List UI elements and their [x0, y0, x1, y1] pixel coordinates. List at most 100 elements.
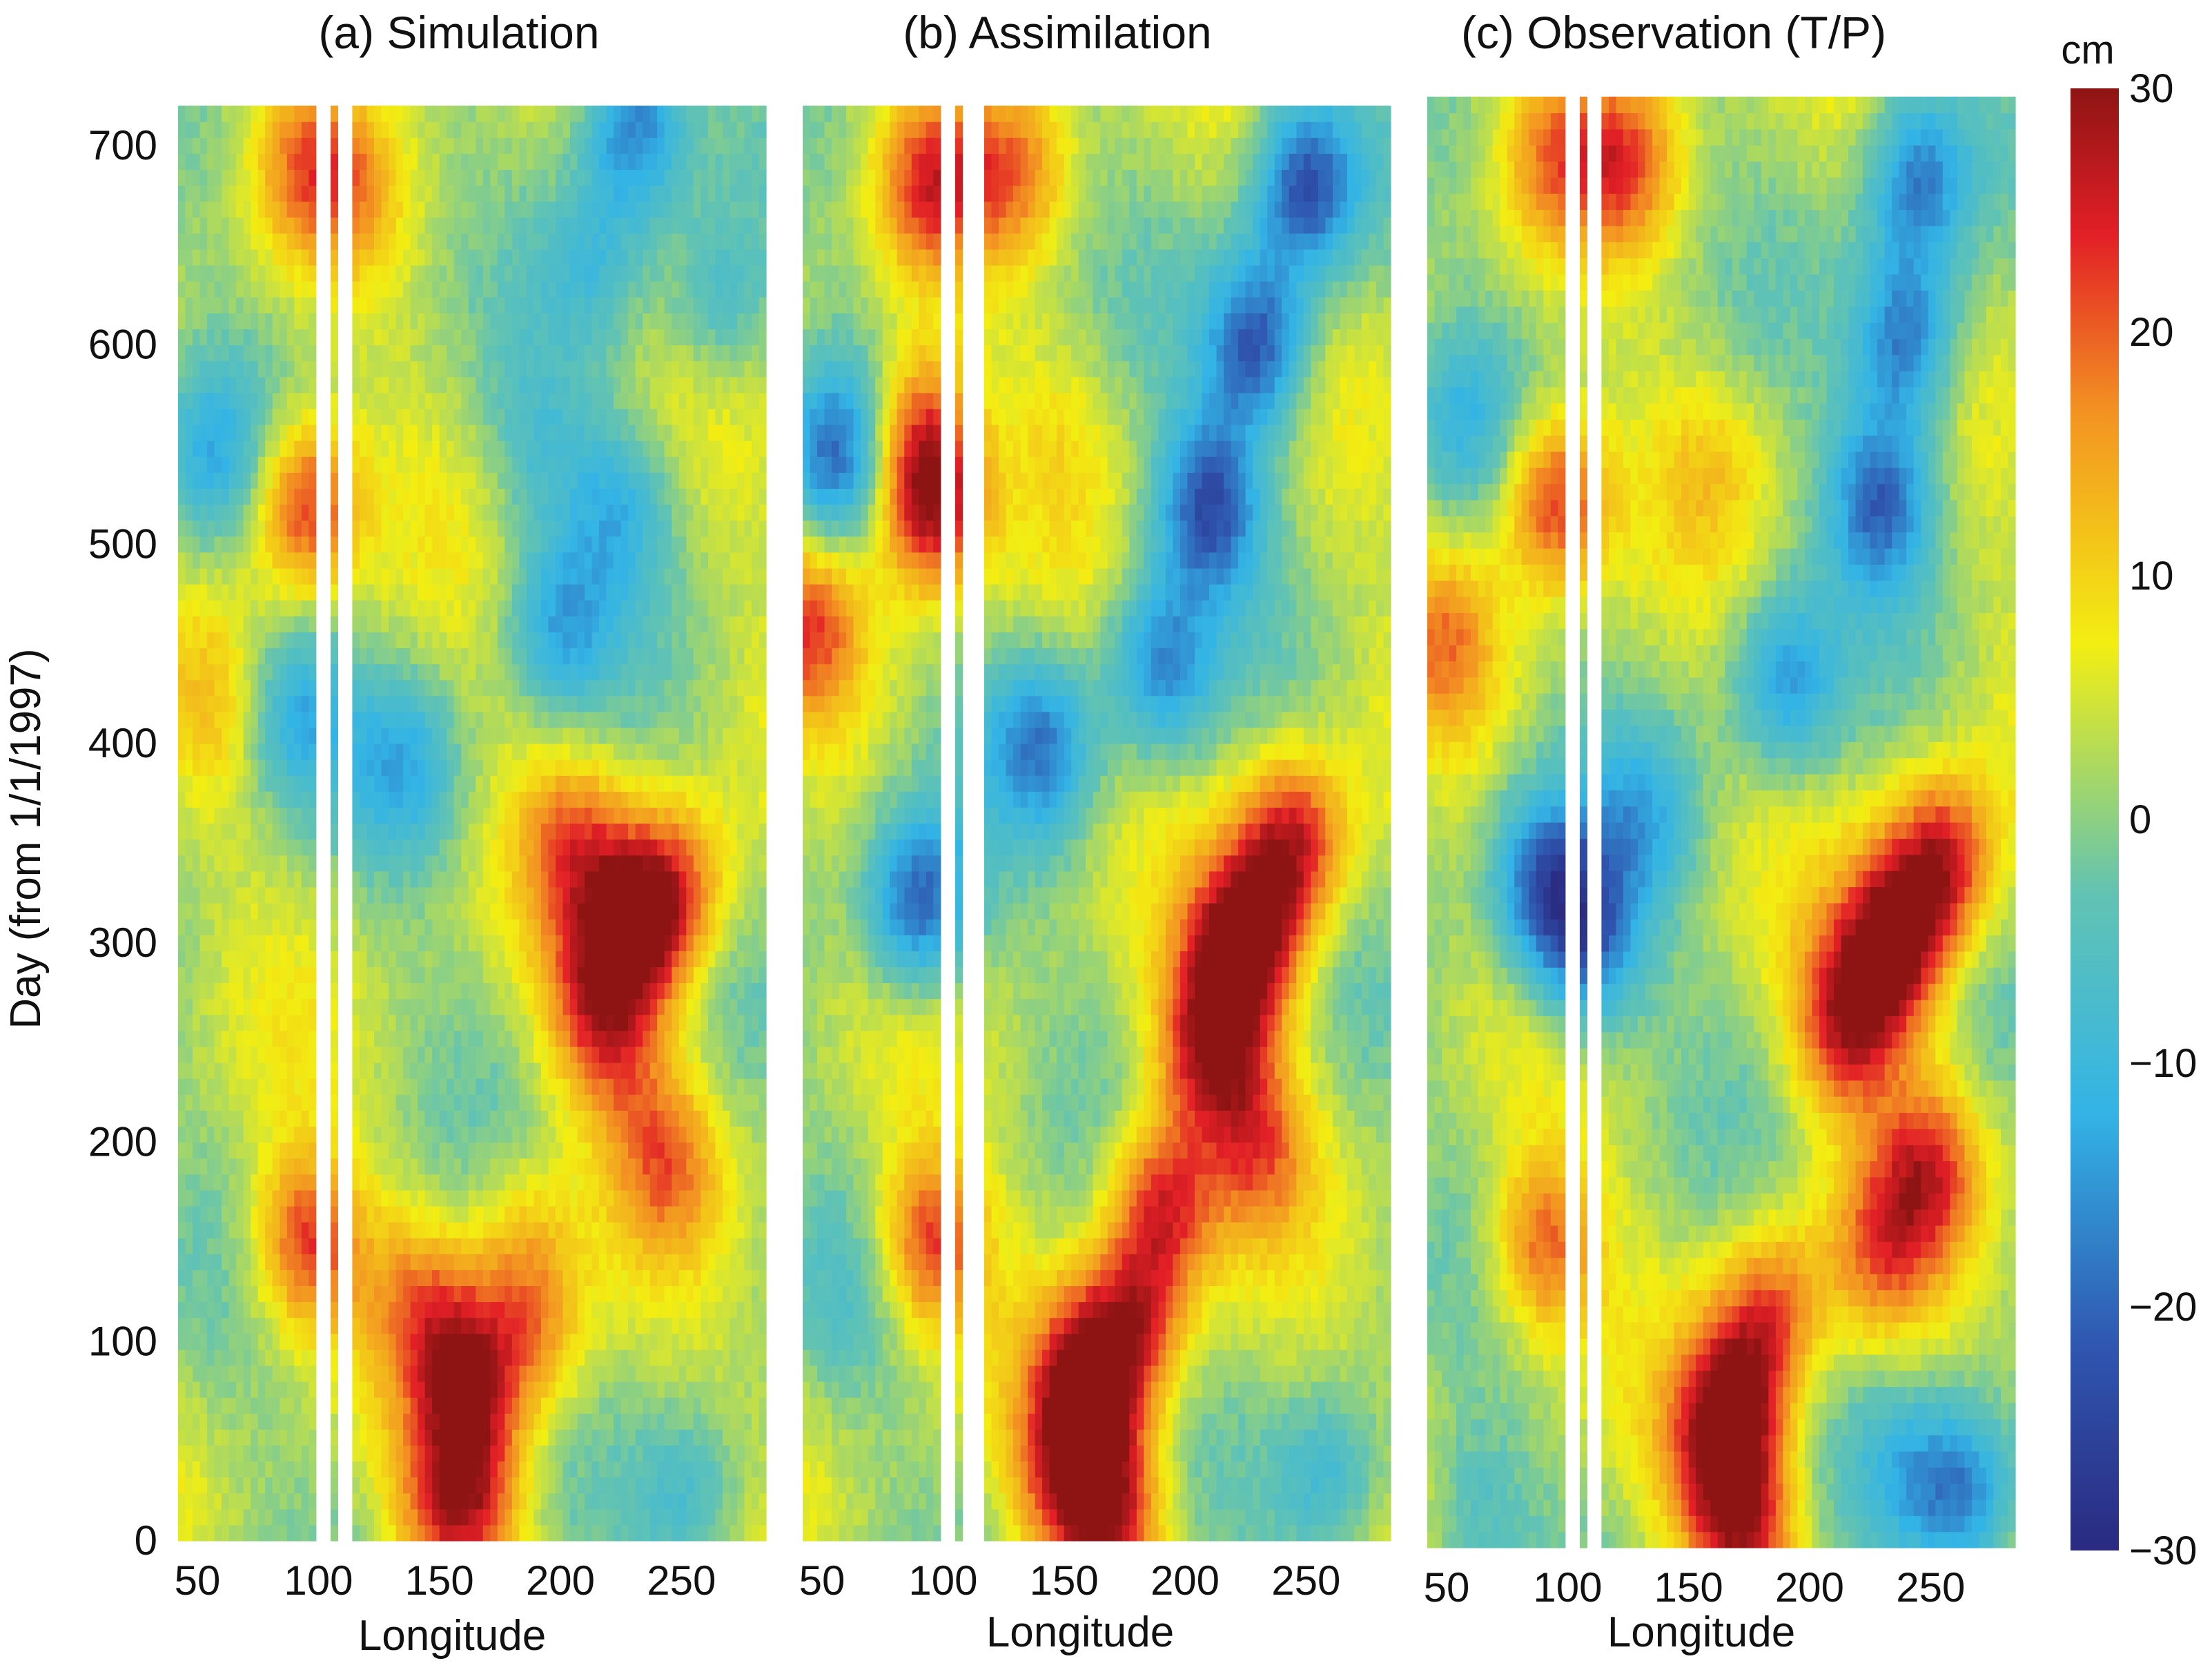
heatmap-cell [222, 680, 229, 697]
heatmap-cell [599, 903, 607, 920]
heatmap-cell [411, 137, 418, 154]
heatmap-cell [258, 440, 266, 457]
heatmap-cell [331, 791, 338, 808]
heatmap-cell [244, 137, 251, 154]
heatmap-cell [251, 137, 258, 154]
heatmap-cell [382, 1461, 389, 1478]
heatmap-cell [258, 887, 266, 904]
heatmap-cell [186, 680, 193, 697]
heatmap-cell [607, 919, 614, 935]
heatmap-cell [309, 121, 316, 138]
heatmap-cell [607, 887, 614, 904]
heatmap-cell [186, 824, 193, 840]
heatmap-cell [294, 1509, 302, 1526]
heatmap-cell [592, 871, 600, 888]
heatmap-cell [215, 1413, 222, 1430]
heatmap-cell [534, 584, 541, 601]
heatmap-cell [599, 951, 607, 967]
heatmap-cell [527, 887, 534, 904]
heatmap-cell [512, 121, 520, 138]
heatmap-cell [454, 1094, 462, 1111]
heatmap-cell [505, 839, 512, 856]
heatmap-cell [309, 1047, 316, 1063]
heatmap-cell [490, 169, 498, 186]
heatmap-cell [563, 791, 571, 808]
heatmap-cell [418, 297, 425, 313]
heatmap-cell [273, 137, 280, 154]
heatmap-cell [418, 409, 425, 425]
heatmap-cell [425, 186, 433, 202]
heatmap-cell [193, 1334, 200, 1350]
heatmap-cell [396, 1254, 404, 1270]
heatmap-cell [570, 1094, 578, 1111]
heatmap-cell [418, 1397, 425, 1414]
heatmap-cell [403, 1031, 411, 1047]
heatmap-cell [447, 137, 454, 154]
heatmap-cell [527, 233, 534, 250]
heatmap-cell [563, 281, 571, 298]
heatmap-cell [244, 1350, 251, 1366]
heatmap-cell [389, 919, 396, 935]
heatmap-cell [382, 1062, 389, 1079]
heatmap-cell [527, 632, 534, 648]
heatmap-cell [534, 648, 541, 664]
heatmap-cell [280, 1174, 287, 1191]
heatmap-cell [425, 1031, 433, 1047]
heatmap-cell [570, 1302, 578, 1319]
heatmap-cell [302, 536, 309, 553]
heatmap-cell [418, 616, 425, 632]
heatmap-cell [447, 1206, 454, 1223]
heatmap-cell [367, 1350, 375, 1366]
heatmap-cell [578, 217, 585, 234]
heatmap-cell [425, 632, 433, 648]
heatmap-cell [294, 1334, 302, 1350]
heatmap-cell [280, 456, 287, 473]
heatmap-cell [389, 1031, 396, 1047]
heatmap-cell [200, 186, 208, 202]
heatmap-cell [352, 488, 360, 505]
heatmap-cell [483, 202, 491, 218]
heatmap-cell [505, 425, 512, 441]
heatmap-cell [541, 377, 549, 393]
heatmap-cell [258, 249, 266, 266]
heatmap-cell [287, 1238, 295, 1254]
heatmap-cell [244, 329, 251, 345]
heatmap-cell [251, 648, 258, 664]
heatmap-cell [302, 1174, 309, 1191]
heatmap-cell [454, 425, 462, 441]
heatmap-cell [556, 472, 563, 489]
heatmap-cell [374, 456, 382, 473]
heatmap-cell [548, 1334, 556, 1350]
heatmap-cell [229, 1413, 237, 1430]
heatmap-cell [222, 1094, 229, 1111]
heatmap-cell [498, 1174, 505, 1191]
heatmap-cell [599, 1397, 607, 1414]
heatmap-cell [352, 202, 360, 218]
heatmap-cell [556, 616, 563, 632]
heatmap-cell [599, 1078, 607, 1095]
heatmap-cell [251, 903, 258, 920]
heatmap-cell [505, 743, 512, 760]
heatmap-cell [548, 951, 556, 967]
heatmap-cell [309, 1413, 316, 1430]
heatmap-cell [207, 169, 215, 186]
heatmap-cell [556, 775, 563, 792]
heatmap-cell [382, 919, 389, 935]
heatmap-cell [186, 345, 193, 362]
heatmap-cell [512, 1062, 520, 1079]
heatmap-cell [541, 1015, 549, 1031]
heatmap-cell [418, 217, 425, 234]
heatmap-cell [302, 1238, 309, 1254]
heatmap-cell [244, 1047, 251, 1063]
heatmap-cell [563, 871, 571, 888]
heatmap-cell [302, 393, 309, 409]
heatmap-cell [244, 600, 251, 616]
heatmap-cell [498, 505, 505, 521]
heatmap-cell [498, 1078, 505, 1095]
heatmap-cell [403, 536, 411, 553]
heatmap-cell [570, 488, 578, 505]
heatmap-cell [454, 536, 462, 553]
heatmap-cell [352, 1270, 360, 1286]
heatmap-cell [367, 1334, 375, 1350]
heatmap-cell [476, 951, 483, 967]
